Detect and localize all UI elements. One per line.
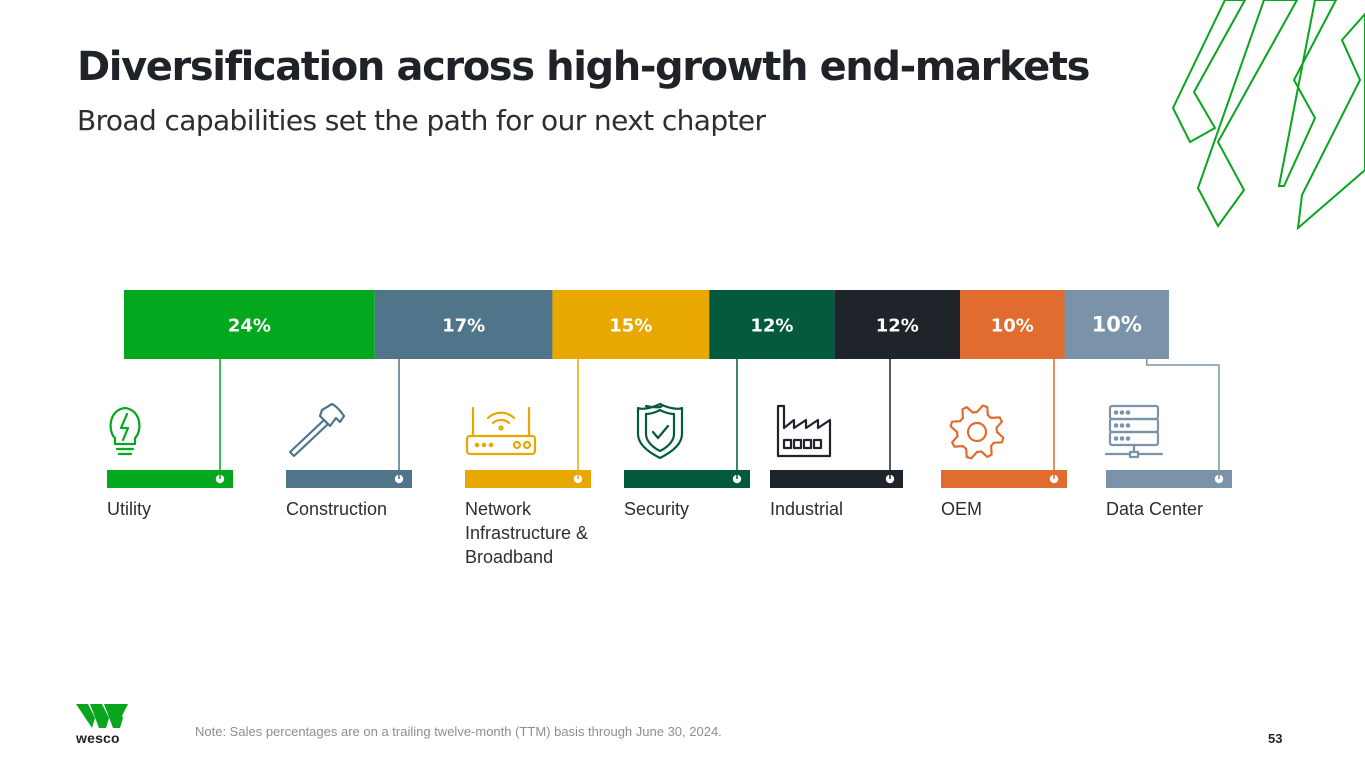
bar-segment-network-infrastructure-broadband — [552, 290, 710, 359]
bar-segment-industrial — [834, 290, 960, 359]
value-label-network-infrastructure-broadband: 15% — [609, 316, 652, 337]
bar-segment-security — [709, 290, 835, 359]
legend-bar-industrial — [770, 470, 903, 488]
bar-segment-construction — [374, 290, 553, 359]
value-label-utility: 24% — [228, 316, 271, 337]
footer-note: Note: Sales percentages are on a trailin… — [195, 724, 722, 739]
value-label-construction: 17% — [442, 316, 485, 337]
legend-bar-construction — [286, 470, 412, 488]
factory-icon — [776, 404, 832, 458]
value-label-industrial: 12% — [876, 316, 919, 337]
connector-line-data-center — [1146, 359, 1220, 479]
decorative-stripes — [1171, 0, 1365, 230]
category-label-network-infrastructure-broadband-line-1: Network — [465, 499, 532, 519]
gear-icon — [949, 404, 1005, 460]
wesco-logo: wesco — [76, 704, 130, 746]
bar-segment-utility — [124, 290, 375, 359]
category-label-construction: Construction — [286, 499, 387, 519]
shield-check-icon — [636, 402, 684, 460]
value-label-security: 12% — [750, 316, 793, 337]
category-label-data-center: Data Center — [1106, 499, 1203, 519]
legend-bar-oem — [941, 470, 1067, 488]
category-label-security: Security — [624, 499, 689, 519]
lightbulb-icon — [109, 406, 141, 456]
bar-segment-oem — [960, 290, 1065, 359]
legend-bar-security — [624, 470, 750, 488]
value-label-data-center: 10% — [1092, 313, 1142, 337]
category-label-network-infrastructure-broadband-line-3: Broadband — [465, 547, 553, 567]
category-label-network-infrastructure-broadband-line-2: Infrastructure & — [465, 523, 588, 543]
wesco-logo-mark — [76, 704, 128, 728]
category-label-oem: OEM — [941, 499, 982, 519]
bar-segment-data-center — [1064, 290, 1169, 359]
page-number: 53 — [1268, 731, 1283, 746]
legend-bar-data-center — [1106, 470, 1232, 488]
page-subtitle: Broad capabilities set the path for our … — [77, 104, 766, 137]
router-icon — [465, 406, 537, 456]
legend-bar-network-infrastructure-broadband — [465, 470, 591, 488]
legend-bar-utility — [107, 470, 233, 488]
value-label-oem: 10% — [991, 316, 1034, 337]
hammer-icon — [288, 402, 346, 458]
page-title: Diversification across high-growth end-m… — [77, 44, 1090, 90]
end-market-chart: 24% Utility 17% Construction 15% Network Infra… — [107, 290, 1232, 567]
category-label-utility: Utility — [107, 499, 151, 519]
logo-wordmark: wesco — [76, 730, 120, 746]
server-icon — [1104, 404, 1164, 459]
category-label-industrial: Industrial — [770, 499, 843, 519]
